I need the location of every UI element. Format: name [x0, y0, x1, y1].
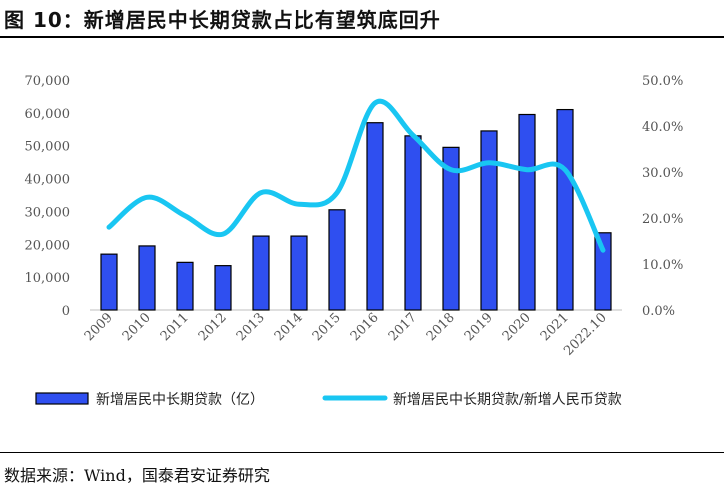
x-axis-tick-label: 2011	[158, 310, 192, 344]
source-rule	[0, 452, 724, 453]
chart-title: 图 10：新增居民中长期贷款占比有望筑底回升	[4, 8, 441, 32]
x-axis-tick-label: 2013	[234, 310, 268, 344]
left-axis-tick-label: 0	[62, 304, 70, 319]
bar	[214, 265, 232, 311]
bar	[594, 232, 612, 311]
x-axis-tick-label: 2019	[462, 310, 496, 344]
left-axis-tick-label: 20,000	[25, 238, 71, 253]
right-axis-tick-label: 40.0%	[642, 120, 683, 135]
right-axis-tick-label: 10.0%	[642, 258, 683, 273]
bar	[518, 113, 536, 311]
bar	[442, 146, 460, 311]
bar	[366, 122, 384, 311]
bar	[404, 135, 422, 311]
x-axis-tick-label: 2021	[538, 310, 572, 344]
x-axis-tick-label: 2018	[424, 310, 458, 344]
left-axis-tick-label: 70,000	[25, 74, 71, 89]
chart: 0 10,000 20,000 30,000 40,000 50,000 60,000 70,…	[25, 74, 684, 408]
x-axis-tick-label: 2015	[310, 310, 344, 344]
x-axis-tick-label: 2010	[120, 310, 154, 344]
x-axis-tick-label: 2014	[272, 310, 306, 344]
x-axis-tick-label: 2012	[196, 310, 230, 344]
right-axis-tick-label: 0.0%	[642, 304, 675, 319]
x-axis-tick-label: 2020	[500, 310, 534, 344]
legend-line-label: 新增居民中长期贷款/新增人民币贷款	[393, 392, 622, 408]
legend-bar-label: 新增居民中长期贷款（亿）	[96, 392, 264, 408]
bar	[252, 235, 270, 311]
title-rule	[0, 36, 724, 38]
left-axis-tick-label: 40,000	[25, 173, 71, 188]
left-axis-tick-label: 50,000	[25, 140, 71, 155]
bar	[480, 130, 498, 311]
x-axis-tick-label: 2016	[348, 310, 382, 344]
left-axis-tick-label: 10,000	[25, 271, 71, 286]
right-axis-tick-label: 50.0%	[642, 74, 683, 89]
bar	[328, 209, 346, 311]
bar	[290, 235, 308, 311]
bar	[176, 261, 194, 311]
right-axis-tick-label: 30.0%	[642, 166, 683, 181]
x-axis-tick-label: 2017	[386, 310, 420, 344]
bar	[556, 108, 574, 311]
bar	[100, 253, 118, 311]
x-axis-tick-label: 2009	[82, 310, 116, 344]
ratio-line	[106, 98, 606, 253]
bar	[138, 245, 156, 311]
left-axis-tick-label: 30,000	[25, 205, 71, 220]
legend-bar-swatch	[35, 392, 89, 405]
left-axis-tick-label: 60,000	[25, 107, 71, 122]
source-note: 数据来源：Wind，国泰君安证券研究	[4, 466, 270, 485]
right-axis-tick-label: 20.0%	[642, 212, 683, 227]
